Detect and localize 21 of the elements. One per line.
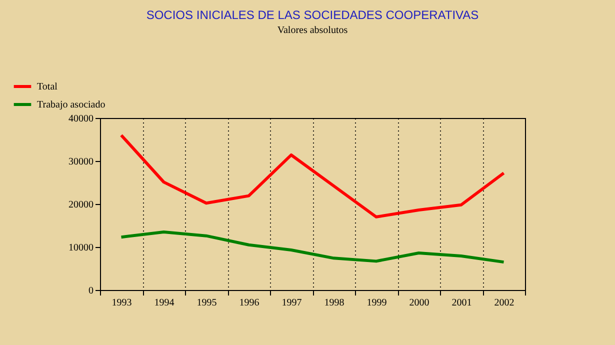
line-series bbox=[120, 230, 506, 264]
x-tick-label: 1993 bbox=[112, 298, 132, 308]
x-tick-label: 1994 bbox=[154, 298, 174, 308]
y-tick-label: 20000 bbox=[68, 200, 94, 210]
x-tick-label: 1998 bbox=[324, 298, 344, 308]
chart-subtitle: Valores absolutos bbox=[277, 25, 348, 36]
x-tick-label: 1996 bbox=[239, 298, 260, 308]
legend-label: Total bbox=[37, 82, 58, 92]
x-tick-label: 2002 bbox=[494, 298, 514, 308]
line-series bbox=[120, 134, 506, 218]
y-tick-label: 40000 bbox=[68, 114, 94, 124]
x-tick-label: 1995 bbox=[196, 298, 217, 308]
y-tick-label: 30000 bbox=[68, 156, 94, 168]
x-tick-label: 1997 bbox=[282, 298, 302, 308]
y-tick-label: 0 bbox=[88, 286, 94, 296]
chart-title: SOCIOS INICIALES DE LAS SOCIEDADES COOPERATIVAS bbox=[146, 8, 479, 22]
y-tick-label: 10000 bbox=[68, 242, 94, 254]
x-tick-label: 2000 bbox=[409, 298, 430, 308]
x-tick-label: 1999 bbox=[366, 298, 387, 308]
legend-label: Trabajo asociado bbox=[37, 100, 106, 110]
x-tick-label: 2001 bbox=[452, 298, 472, 308]
